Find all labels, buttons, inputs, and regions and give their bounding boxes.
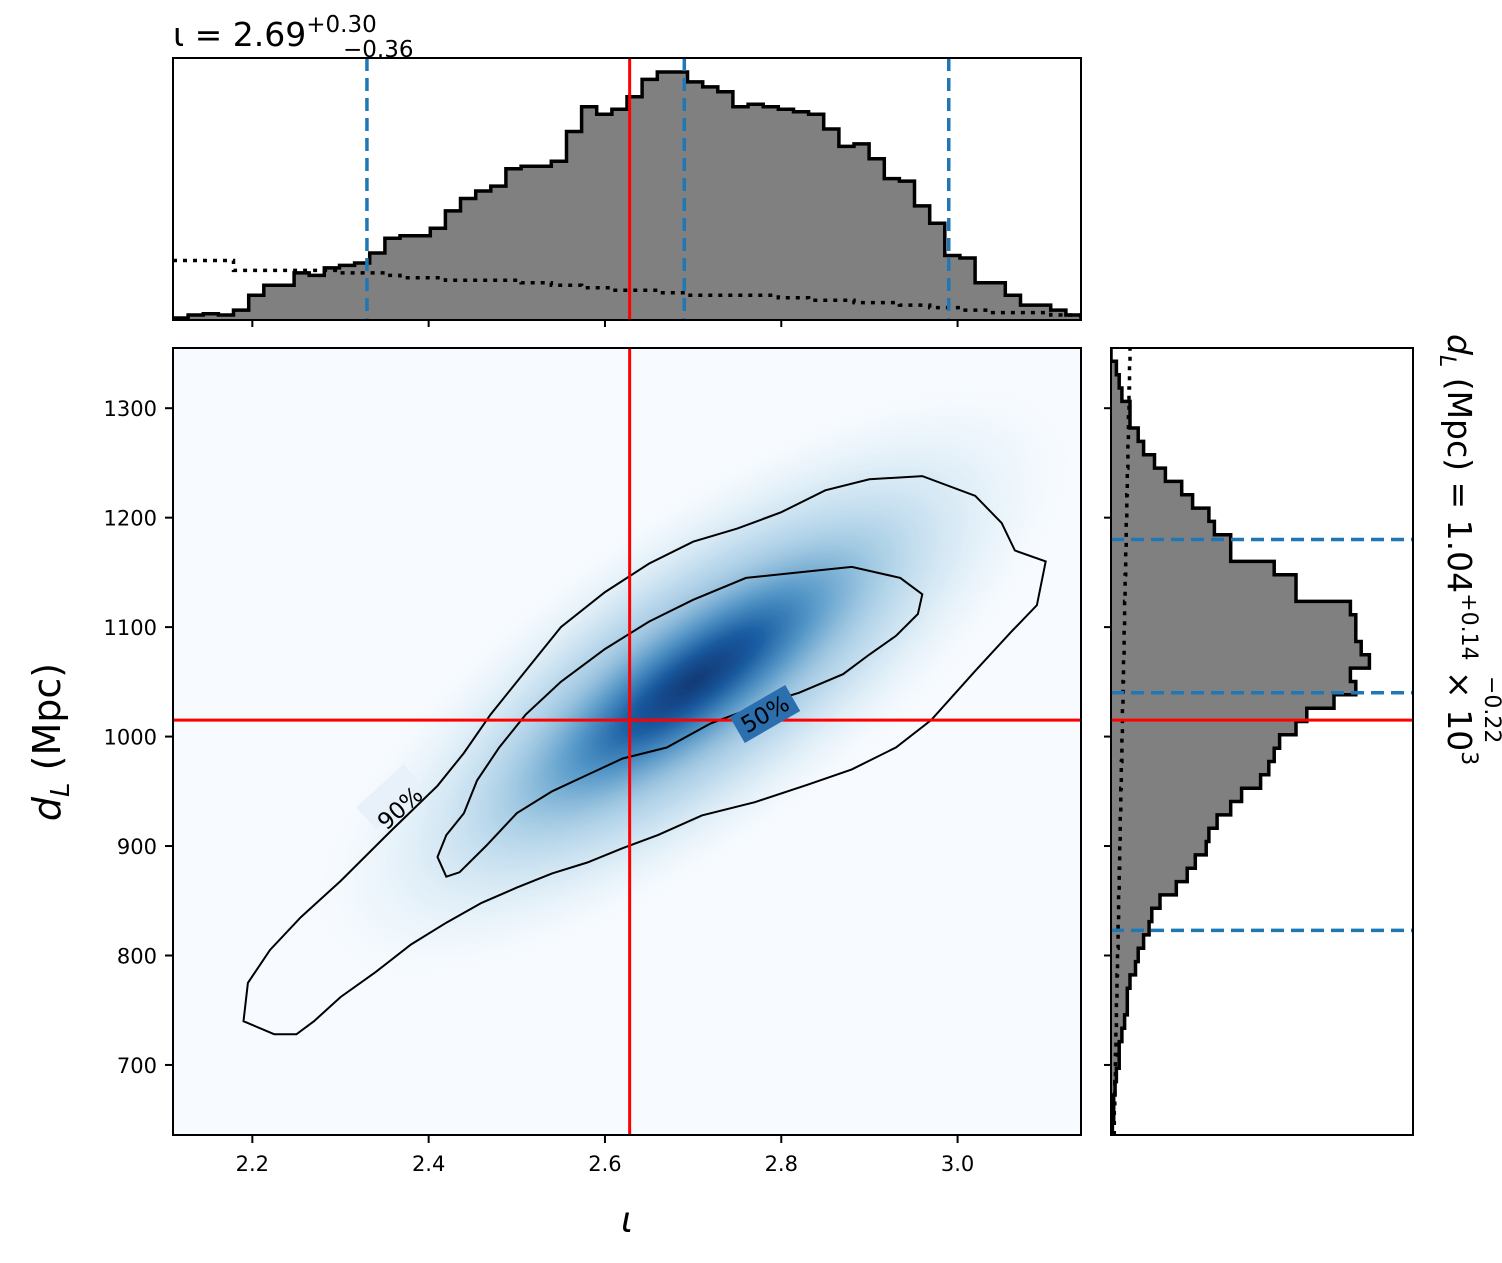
top-prior-histogram	[173, 258, 1081, 317]
right-histogram-step	[1111, 348, 1372, 1135]
top-histogram-fill	[173, 72, 1081, 320]
top-panel-title: ι = 2.69+0.30	[173, 12, 377, 54]
y-tick-label: 1000	[104, 726, 157, 750]
right-panel-title-sub: −0.22	[1479, 676, 1502, 743]
main-2d-panel: 90% 50% 2.2 2.4 2.6 2.8 3.0 7008009001000110…	[25, 347, 1082, 1241]
top-marginal-panel: ι = 2.69+0.30 −0.36	[172, 12, 1082, 327]
y-tick-label: 900	[117, 835, 157, 859]
right-panel-title: dL (Mpc) = 1.04+0.14 × 103	[1434, 334, 1481, 765]
x-axis-label: ι	[621, 1200, 633, 1241]
contour-50-percent	[436, 565, 924, 878]
right-y-ticks	[1104, 407, 1111, 1066]
x-tick-label: 2.4	[412, 1152, 445, 1176]
right-histogram-fill	[1111, 348, 1370, 1135]
top-panel-title-sub: −0.36	[343, 37, 413, 63]
contour-90-percent	[242, 475, 1047, 1036]
x-tick-label: 3.0	[941, 1152, 974, 1176]
main-y-ticks: 700 800 900 1000 1100 1200 1300	[104, 397, 173, 1078]
right-quantile-lines	[1111, 537, 1413, 933]
top-panel-frame	[172, 57, 1082, 321]
y-tick-label: 800	[117, 944, 157, 968]
right-panel-frame	[1110, 347, 1414, 1136]
x-tick-label: 2.2	[236, 1152, 269, 1176]
x-tick-label: 2.8	[765, 1152, 798, 1176]
y-tick-label: 1300	[104, 397, 157, 421]
contour-label-50-bg	[729, 685, 801, 743]
top-quantile-lines	[365, 58, 951, 320]
y-axis-label: dL (Mpc)	[25, 663, 76, 821]
y-tick-label: 1100	[104, 616, 157, 640]
x-tick-label: 2.6	[588, 1152, 621, 1176]
y-tick-label: 1200	[104, 507, 157, 531]
kde-density-core	[444, 491, 942, 873]
top-x-ticks	[251, 320, 959, 327]
top-histogram-step	[173, 70, 1081, 320]
right-marginal-panel: dL (Mpc) = 1.04+0.14 × 103 −0.22	[1104, 334, 1502, 1136]
right-prior-histogram	[1112, 348, 1132, 1135]
contour-label-90-bg	[356, 764, 424, 830]
main-panel-frame	[172, 347, 1082, 1136]
main-x-ticks: 2.2 2.4 2.6 2.8 3.0	[236, 1135, 974, 1176]
y-tick-label: 700	[117, 1054, 157, 1078]
